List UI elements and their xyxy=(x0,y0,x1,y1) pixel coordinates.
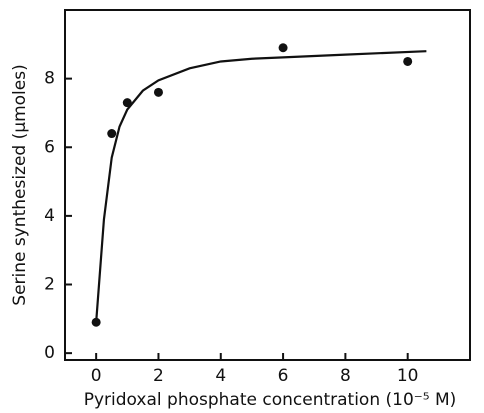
y-tick-label: 2 xyxy=(44,275,55,295)
plot-frame xyxy=(64,9,471,361)
data-point xyxy=(122,98,132,108)
x-tick-label: 4 xyxy=(215,366,226,386)
x-tick-label: 6 xyxy=(278,366,289,386)
x-tick-label: 0 xyxy=(91,366,102,386)
x-tick-label: 2 xyxy=(153,366,164,386)
fit-curve xyxy=(95,50,427,323)
data-point xyxy=(91,317,101,327)
x-tick-label: 10 xyxy=(397,366,419,386)
y-tick-label: 6 xyxy=(44,137,55,157)
data-point xyxy=(403,56,413,66)
y-axis-label: Serine synthesized (μmoles) xyxy=(10,64,30,305)
x-tick-label: 8 xyxy=(340,366,351,386)
y-tick-label: 8 xyxy=(44,69,55,89)
data-point xyxy=(153,87,163,97)
data-point xyxy=(107,129,117,139)
y-tick-label: 4 xyxy=(44,206,55,226)
data-point xyxy=(278,43,288,53)
x-axis-label: Pyridoxal phosphate concentration (10⁻⁵ … xyxy=(84,390,457,410)
y-tick-label: 0 xyxy=(44,343,55,363)
